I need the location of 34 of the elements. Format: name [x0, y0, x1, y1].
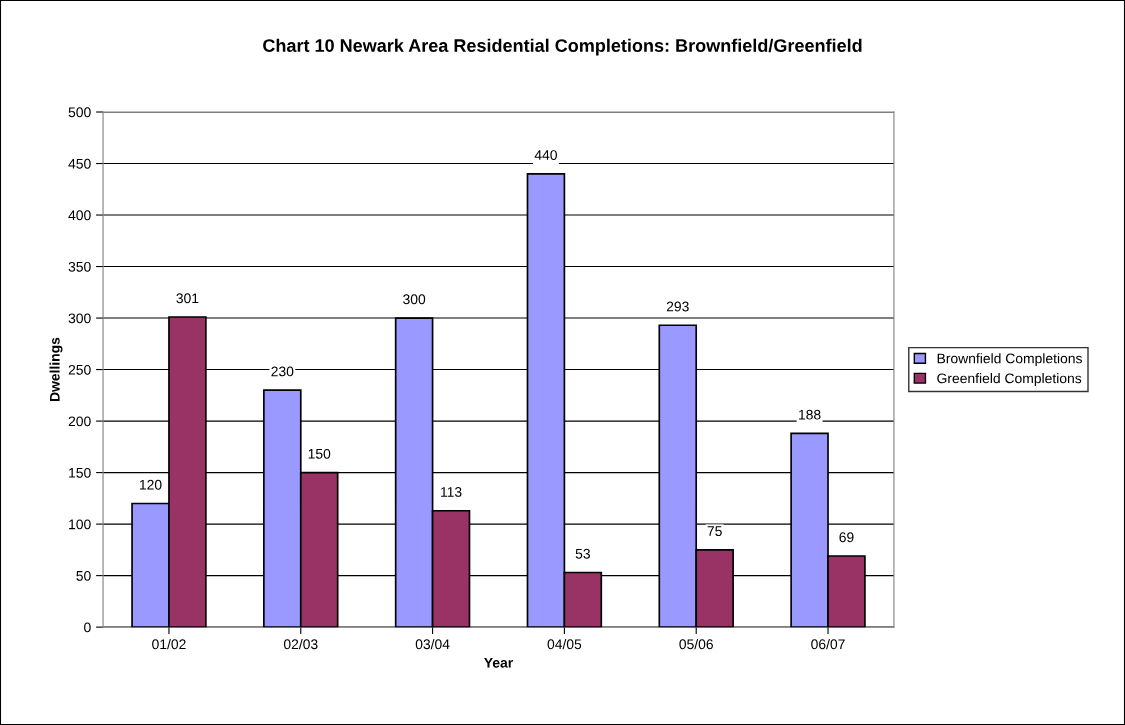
- chart-title: Chart 10 Newark Area Residential Completions: Brownfield/Greenfield: [263, 38, 862, 56]
- y-tick-label: 200: [68, 416, 91, 427]
- y-tick-label: 100: [69, 519, 91, 530]
- data-label: 230: [271, 366, 294, 377]
- y-tick-label: 150: [69, 467, 91, 478]
- data-label: 120: [139, 479, 162, 490]
- x-tick-label: 05/06: [679, 638, 713, 650]
- y-axis-title: Dwellings: [49, 337, 63, 402]
- data-label: 69: [839, 532, 854, 543]
- x-axis-title: Year: [484, 657, 513, 668]
- data-label: 300: [403, 294, 426, 305]
- data-label: 440: [534, 150, 557, 160]
- x-tick-label: 03/04: [415, 638, 450, 650]
- y-tick-label: 0: [84, 622, 91, 633]
- y-tick-label: 250: [68, 364, 91, 375]
- y-tick-label: 300: [68, 313, 91, 324]
- legend-label: Brownfield Completions: [937, 353, 1082, 367]
- data-label: 53: [575, 548, 590, 559]
- x-tick-label: 01/02: [152, 638, 186, 650]
- data-label: 188: [799, 409, 821, 420]
- x-tick-label: 04/05: [547, 638, 582, 650]
- y-tick-label: 400: [68, 210, 91, 221]
- legend-label: Greenfield Completions: [937, 373, 1082, 386]
- data-label: 301: [176, 293, 199, 304]
- y-tick-label: 500: [68, 107, 91, 118]
- data-label: 75: [707, 526, 722, 536]
- data-label: 293: [666, 301, 689, 312]
- data-label: 113: [441, 487, 462, 497]
- y-tick-label: 350: [68, 261, 91, 272]
- x-tick-label: 06/07: [811, 638, 845, 650]
- y-tick-label: 50: [76, 570, 91, 581]
- x-tick-label: 02/03: [283, 638, 318, 650]
- data-label: 150: [308, 448, 331, 459]
- y-tick-label: 450: [68, 158, 91, 169]
